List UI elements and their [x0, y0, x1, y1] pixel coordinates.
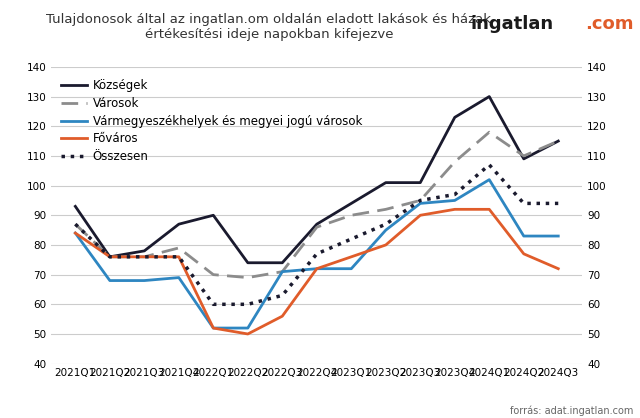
Városok [348, 213, 355, 218]
Községek [278, 260, 286, 265]
Vármegyeszékhelyek és megyei jogú városok [313, 266, 321, 271]
Városok [451, 159, 459, 164]
Városok [175, 245, 182, 250]
Vármegyeszékhelyek és megyei jogú városok [244, 326, 252, 331]
Összesen [554, 201, 562, 206]
Összesen [244, 302, 252, 307]
Főváros [451, 207, 459, 212]
Vármegyeszékhelyek és megyei jogú városok [485, 177, 493, 182]
Főváros [382, 242, 390, 247]
Városok [417, 198, 424, 203]
Főváros [348, 254, 355, 259]
Főváros [417, 213, 424, 218]
Összesen [209, 302, 217, 307]
Községek [141, 248, 148, 253]
Községek [175, 222, 182, 227]
Vármegyeszékhelyek és megyei jogú városok [209, 326, 217, 331]
Főváros [554, 266, 562, 271]
Főváros [209, 326, 217, 331]
Vármegyeszékhelyek és megyei jogú városok [175, 275, 182, 280]
Line: Főváros: Főváros [76, 209, 558, 334]
Legend: Községek, Városok, Vármegyeszékhelyek és megyei jogú városok, Főváros, Összesen: Községek, Városok, Vármegyeszékhelyek és… [57, 76, 365, 167]
Vármegyeszékhelyek és megyei jogú városok [141, 278, 148, 283]
Összesen [313, 251, 321, 256]
Összesen [485, 162, 493, 167]
Községek [417, 180, 424, 185]
Főváros [313, 266, 321, 271]
Összesen [417, 198, 424, 203]
Text: forrás: adat.ingatlan.com: forrás: adat.ingatlan.com [510, 405, 634, 416]
Összesen [72, 222, 79, 227]
Vármegyeszékhelyek és megyei jogú városok [72, 231, 79, 236]
Vármegyeszékhelyek és megyei jogú városok [520, 234, 527, 239]
Összesen [141, 254, 148, 259]
Összesen [106, 254, 114, 259]
Városok [313, 224, 321, 229]
Városok [278, 269, 286, 274]
Községek [554, 138, 562, 143]
Községek [244, 260, 252, 265]
Városok [382, 207, 390, 212]
Városok [141, 254, 148, 259]
Városok [106, 254, 114, 259]
Összesen [382, 222, 390, 227]
Vármegyeszékhelyek és megyei jogú városok [451, 198, 459, 203]
Községek [72, 204, 79, 209]
Városok [72, 222, 79, 227]
Line: Összesen: Összesen [76, 165, 558, 304]
Községek [348, 201, 355, 206]
Összesen [278, 293, 286, 298]
Vármegyeszékhelyek és megyei jogú városok [348, 266, 355, 271]
Főváros [175, 254, 182, 259]
Vármegyeszékhelyek és megyei jogú városok [382, 227, 390, 232]
Főváros [106, 254, 114, 259]
Községek [520, 156, 527, 161]
Vármegyeszékhelyek és megyei jogú városok [278, 269, 286, 274]
Összesen [348, 237, 355, 242]
Községek [485, 94, 493, 99]
Line: Községek: Községek [76, 97, 558, 263]
Vármegyeszékhelyek és megyei jogú városok [417, 201, 424, 206]
Községek [313, 222, 321, 227]
Városok [520, 153, 527, 158]
Főváros [278, 314, 286, 319]
Text: Tulajdonosok által az ingatlan.om oldalán eladott lakások és házak
értékesítési : Tulajdonosok által az ingatlan.om oldalá… [46, 13, 492, 41]
Line: Vármegyeszékhelyek és megyei jogú városok: Vármegyeszékhelyek és megyei jogú városo… [76, 180, 558, 328]
Főváros [72, 231, 79, 236]
Vármegyeszékhelyek és megyei jogú városok [554, 234, 562, 239]
Községek [209, 213, 217, 218]
Főváros [141, 254, 148, 259]
Text: ingatlan: ingatlan [470, 15, 554, 33]
Text: .com: .com [585, 15, 634, 33]
Városok [554, 138, 562, 143]
Városok [485, 130, 493, 135]
Vármegyeszékhelyek és megyei jogú városok [106, 278, 114, 283]
Városok [244, 275, 252, 280]
Line: Városok: Városok [76, 132, 558, 278]
Összesen [175, 254, 182, 259]
Községek [451, 115, 459, 120]
Községek [382, 180, 390, 185]
Összesen [520, 201, 527, 206]
Főváros [244, 331, 252, 336]
Összesen [451, 192, 459, 197]
Főváros [485, 207, 493, 212]
Városok [209, 272, 217, 277]
Községek [106, 254, 114, 259]
Főváros [520, 251, 527, 256]
